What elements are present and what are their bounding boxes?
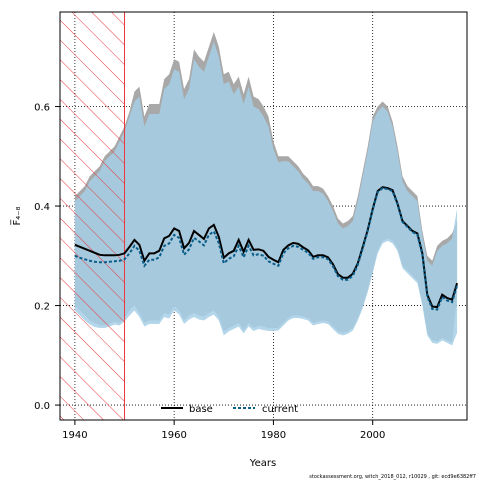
axes: 1940 1960 1980 2000 0.0 0.2 0.4 0.6: [34, 103, 385, 441]
x-tick-label: 1940: [62, 430, 87, 441]
shaded-period-hatching: [59, 11, 126, 421]
legend: base current: [161, 404, 298, 415]
y-tick-label: 0.4: [34, 202, 50, 213]
current-series-line: [74, 187, 459, 311]
x-axis-title: Years: [249, 458, 276, 469]
y-axis-title: F̅₄₋₈: [10, 206, 23, 225]
legend-current-label: current: [262, 404, 298, 415]
footnote: stockassessment.org, witch_2018_012, r10…: [309, 474, 476, 480]
x-tick-label: 1960: [161, 430, 186, 441]
y-tick-label: 0.2: [34, 302, 50, 313]
y-tick-label: 0.6: [34, 103, 50, 114]
plot-frame: [59, 11, 468, 421]
y-tick-label: 0.0: [34, 401, 50, 412]
legend-base-label: base: [189, 404, 213, 415]
x-tick-label: 2000: [360, 430, 385, 441]
confidence-bands: [74, 31, 458, 346]
current-confidence-band: [74, 41, 458, 346]
base-series-line: [74, 186, 459, 309]
x-tick-label: 1980: [261, 430, 286, 441]
series-lines: [74, 186, 459, 311]
